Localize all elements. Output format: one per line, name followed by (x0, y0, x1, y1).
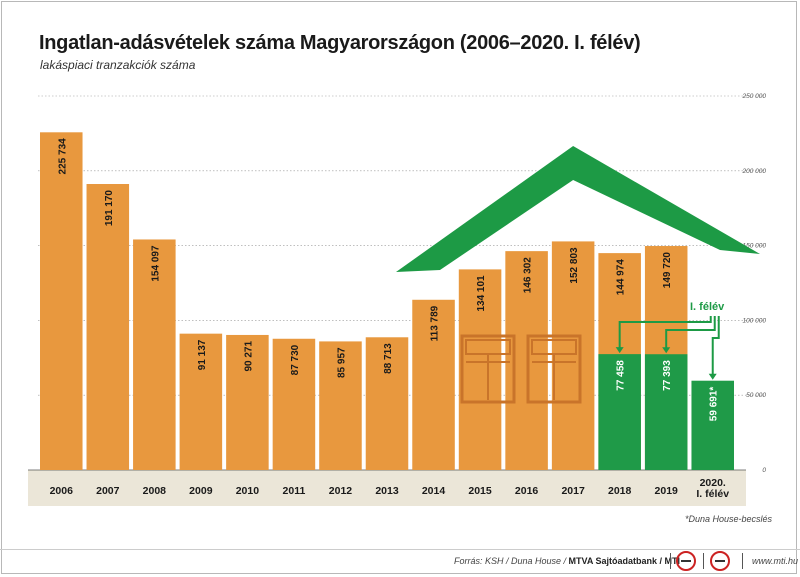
window-frame (460, 334, 516, 404)
x-tick-label: 2008 (143, 485, 167, 497)
label-layer: 225 734 191 170 154 097 91 137 90 271 87 730 8… (50, 138, 730, 500)
bar-value-label: 91 137 (197, 339, 208, 370)
bar (272, 338, 316, 470)
source-text: Forrás: KSH / Duna House / MTVA Sajtóada… (454, 556, 680, 566)
x-tick-label: 2012 (329, 485, 353, 497)
bar-value-label: 85 957 (336, 347, 347, 378)
bar-layer (40, 132, 734, 470)
window-icon (526, 334, 582, 404)
bar (40, 132, 83, 470)
x-tick-label: 2014 (422, 485, 446, 497)
half-year-value-label: 77 393 (662, 360, 673, 391)
x-tick-label: I. félév (696, 488, 729, 500)
x-tick-label: 2006 (50, 485, 74, 497)
x-tick-label: 2019 (655, 485, 679, 497)
bar-value-label: 90 271 (243, 341, 254, 372)
x-tick-label: 2020. (700, 477, 726, 489)
bar (179, 333, 223, 470)
x-tick-label: 2013 (375, 485, 399, 497)
bar (412, 299, 455, 470)
chart-subtitle: lakáspiaci tranzakciók száma (40, 58, 196, 72)
roof-shape (396, 146, 760, 272)
half-year-bar (691, 380, 734, 470)
bar-value-label: 191 170 (104, 190, 115, 227)
source-bold: MTVA Sajtóadatbank / MTI (568, 556, 681, 566)
y-tick-label: 100 000 (743, 317, 767, 324)
x-tick-label: 2016 (515, 485, 539, 497)
site-url: www.mti.hu (752, 556, 799, 566)
bar-value-label: 113 789 (430, 305, 441, 341)
bar-value-label: 144 974 (616, 259, 627, 296)
x-tick-label: 2015 (468, 485, 492, 497)
arrow-2020 (711, 316, 720, 377)
x-tick-label: 2009 (189, 485, 213, 497)
x-tick-label: 2010 (236, 485, 260, 497)
half-year-legend-label: I. félév (690, 301, 725, 313)
x-tick-label: 2017 (561, 485, 585, 497)
half-year-bar (598, 354, 641, 470)
half-year-bar (644, 354, 688, 470)
estimate-note: *Duna House-becslés (684, 514, 772, 524)
bar-value-label: 154 097 (150, 245, 161, 282)
footer-separator (670, 553, 671, 569)
y-tick-label: 200 000 (742, 168, 767, 175)
x-tick-label: 2007 (96, 485, 120, 497)
footer-separator (703, 553, 704, 569)
x-axis-band (28, 470, 746, 506)
bar-value-label: 134 101 (476, 275, 487, 312)
half-year-value-label: 77 458 (616, 360, 627, 391)
bar (226, 334, 269, 470)
bar (319, 341, 362, 470)
x-tick-label: 2018 (608, 485, 632, 497)
mtva-logo-icon (676, 551, 696, 571)
arrow-2018 (618, 316, 712, 351)
arrow-head-icon (615, 347, 624, 354)
y-tick-label: 0 (762, 467, 766, 474)
half-year-value-label: 59 691* (709, 387, 720, 422)
footer (0, 549, 800, 574)
house-illustration (396, 146, 760, 404)
bar (365, 337, 409, 470)
chart-title: Ingatlan-adásvételek száma Magyarországo… (39, 32, 641, 54)
arrow-2019 (665, 316, 716, 351)
window-frame (526, 334, 582, 404)
bar-value-label: 152 803 (569, 247, 580, 284)
source-prefix: Forrás: KSH / Duna House / (454, 556, 569, 566)
bar-value-label: 146 302 (523, 257, 534, 294)
y-tick-label: 150 000 (743, 243, 767, 250)
half-year-arrows (618, 316, 720, 377)
bar (458, 269, 502, 470)
arrow-head-icon (708, 373, 717, 380)
mti-logo-icon (710, 551, 730, 571)
bar (133, 239, 176, 470)
bar (551, 241, 595, 470)
y-tick-label: 50 000 (746, 392, 766, 399)
bar-value-label: 87 730 (290, 344, 301, 375)
y-tick-label: 250 000 (742, 93, 767, 100)
arrow-head-icon (662, 347, 671, 354)
window-icon (460, 334, 516, 404)
bar-value-label: 149 720 (662, 252, 673, 289)
bar-value-label: 225 734 (57, 138, 68, 175)
x-tick-label: 2011 (283, 485, 306, 497)
footer-separator (742, 553, 743, 569)
bar-value-label: 88 713 (383, 343, 394, 374)
bar (86, 184, 130, 470)
